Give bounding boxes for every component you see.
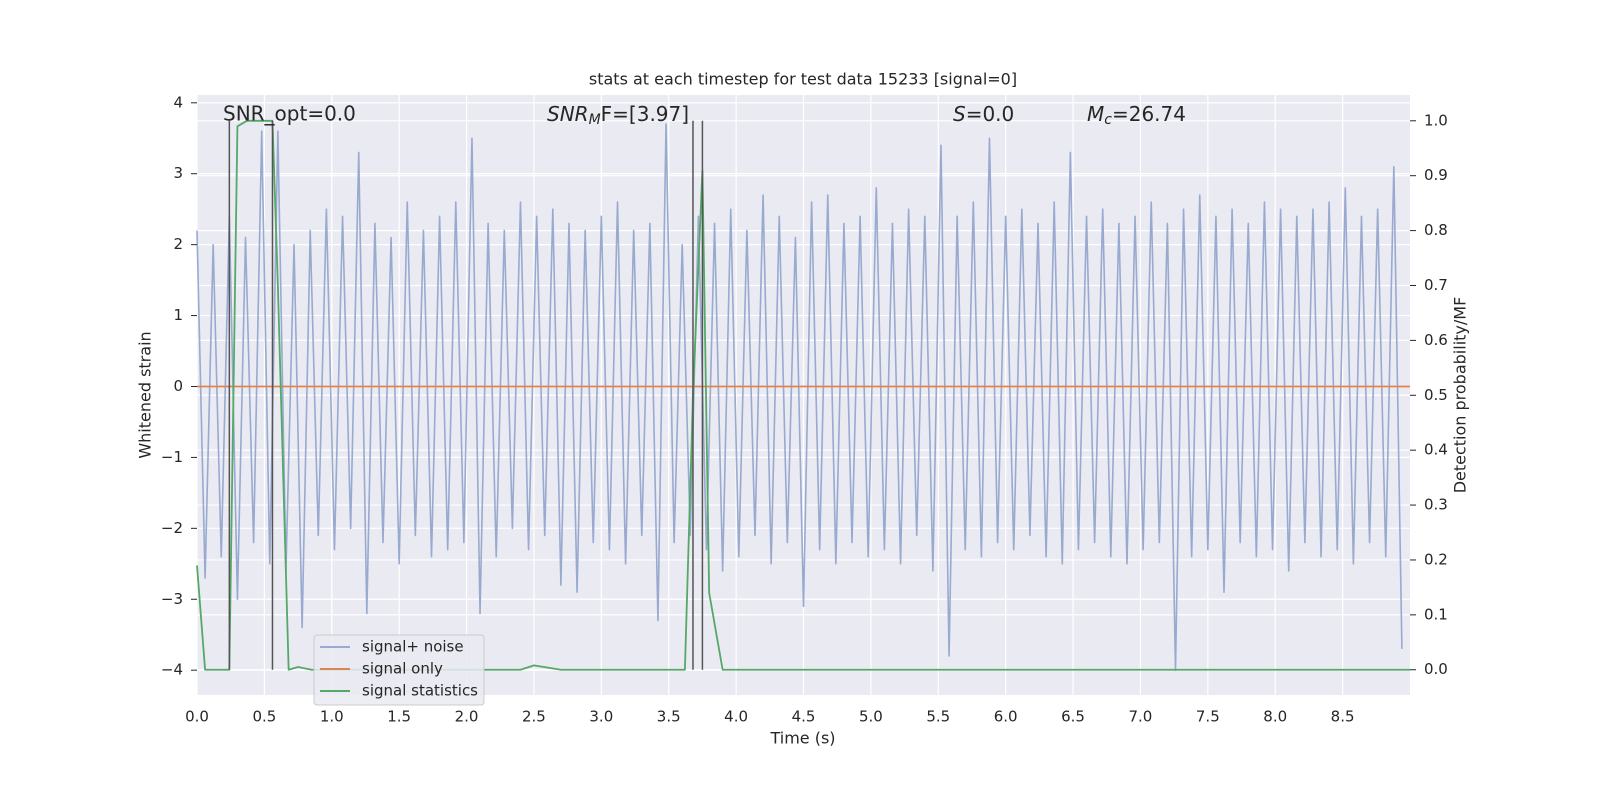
y-tick-label: −1 [161,448,183,466]
annotation-part: =0.0 [966,102,1015,126]
legend-label: signal statistics [362,682,478,700]
x-tick-label: 5.5 [926,708,950,726]
labels: 0.0 0.5 1.0 1.5 2.0 2.5 3.0 3.5 4.0 4.5 5.0 5.5 6.0 6… [161,93,1448,725]
x-tick-label: 4.5 [792,708,816,726]
x-tick-label: 2.0 [455,708,479,726]
x-tick-label: 3.0 [589,708,613,726]
y-tick-label: 0 [173,377,183,395]
annotation: Mc=26.74 [1087,102,1186,129]
x-tick-label: 7.0 [1129,708,1153,726]
x-tick-label: 1.5 [387,708,411,726]
annotation: SNR_opt=0.0 [223,102,356,126]
annotation: SNRMF=[3.97] [547,102,689,129]
y2-tick-label: 0.2 [1424,550,1448,568]
x-tick-label: 8.5 [1331,708,1355,726]
legend-label: signal only [362,660,443,678]
y2-axis-label: Detection probability/MF [1451,297,1470,494]
x-tick-label: 3.5 [657,708,681,726]
y-tick-label: 2 [173,235,183,253]
x-tick-label: 6.0 [994,708,1018,726]
annotation-part: SNR [547,102,589,126]
x-tick-label: 2.5 [522,708,546,726]
y2-tick-label: 0.7 [1424,276,1448,294]
annotation-part: S [953,102,966,126]
x-tick-label: 8.0 [1263,708,1287,726]
y2-tick-label: 0.5 [1424,386,1448,404]
y2-tick-label: 0.9 [1424,166,1448,184]
y-tick-label: 1 [173,306,183,324]
y-tick-label: −3 [161,590,183,608]
y2-tick-label: 0.8 [1424,221,1448,239]
y-tick-label: 4 [173,93,183,111]
annotation-part: M [589,112,601,128]
legend: signal+ noise signal only signal statistic… [313,634,485,706]
y2-tick-label: 0.1 [1424,605,1448,623]
x-tick-label: 6.5 [1061,708,1085,726]
y2-tick-label: 0.3 [1424,496,1448,514]
legend-label: signal+ noise [362,638,464,656]
x-axis-label: Time (s) [769,729,835,748]
annotation-part: F=[3.97] [601,102,689,126]
y-axis-label: Whitened strain [136,331,155,458]
series-line [196,123,1403,671]
annotation-part: =26.74 [1112,102,1186,126]
y2-tick-label: 0.4 [1424,441,1448,459]
x-tick-label: 0.5 [252,708,276,726]
annotation: S=0.0 [953,102,1014,126]
y-tick-label: −4 [161,661,183,679]
x-tick-label: 0.0 [185,708,209,726]
annotation-part: c [1104,112,1112,128]
y-tick-label: −2 [161,519,183,537]
grid [196,95,1410,695]
legend-box [313,634,485,706]
x-tick-label: 5.0 [859,708,883,726]
x-tick-label: 7.5 [1196,708,1220,726]
chart-title: stats at each timestep for test data 152… [589,70,1017,89]
y2-tick-label: 0.0 [1424,660,1448,678]
y-tick-label: 3 [173,164,183,182]
marks [196,119,1410,671]
y2-tick-label: 1.0 [1424,111,1448,129]
x-tick-label: 4.0 [724,708,748,726]
annotation-part: M [1087,102,1104,126]
x-tick-label: 1.0 [320,708,344,726]
y2-tick-label: 0.6 [1424,331,1448,349]
